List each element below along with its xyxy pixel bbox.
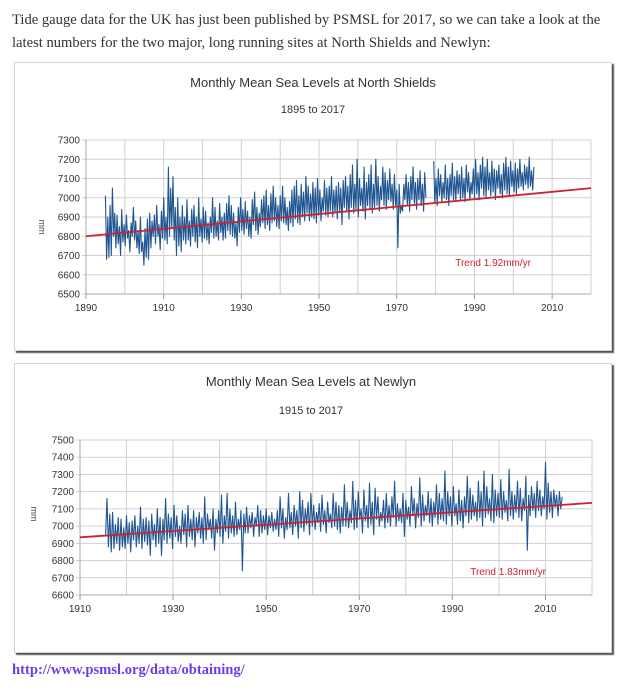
series-line [105, 461, 563, 572]
y-tick-label: 6800 [52, 556, 75, 567]
trend-line [79, 501, 593, 539]
y-tick-label: 6800 [58, 232, 81, 243]
x-tick-label: 1890 [75, 303, 98, 314]
chart-title: Monthly Mean Sea Levels at North Shields [190, 75, 436, 90]
y-tick-label: 7400 [52, 453, 75, 464]
chart-subtitle: 1895 to 2017 [281, 104, 345, 116]
y-tick-label: 6600 [52, 591, 75, 602]
chart-subtitle: 1915 to 2017 [279, 405, 343, 417]
y-tick-label: 7100 [52, 504, 75, 515]
x-tick-label: 1930 [230, 303, 253, 314]
y-tick-label: 7200 [52, 487, 75, 498]
plot-area: 6500 6600 6700 6800 6900 7000 7100 7200 7300 1890… [58, 136, 592, 314]
x-tick-label: 2010 [534, 604, 557, 615]
series-line [104, 156, 535, 266]
source-link[interactable]: http://www.psmsl.org/data/obtaining/ [12, 662, 245, 678]
y-tick-label: 7300 [52, 470, 75, 481]
x-tick-label: 1910 [69, 604, 92, 615]
chart-north-shields: 6500 6600 6700 6800 6900 7000 7100 7200 7300 1890… [14, 62, 612, 351]
y-tick-label: 7100 [58, 174, 81, 185]
y-tick-label: 6500 [58, 290, 81, 301]
y-tick-label: 6700 [58, 251, 81, 262]
chart-north-shields-svg: 6500 6600 6700 6800 6900 7000 7100 7200 7300 1890… [37, 75, 592, 314]
trend-line [85, 187, 592, 238]
x-tick-label: 1950 [308, 303, 331, 314]
y-tick-label: 7000 [52, 522, 75, 533]
y-tick-label: 6600 [58, 270, 81, 281]
x-tick-label: 2010 [541, 303, 564, 314]
y-tick-label: 7200 [58, 155, 81, 166]
x-tick-label: 1970 [386, 303, 409, 314]
y-tick-label: 6900 [58, 213, 81, 224]
chart-title: Monthly Mean Sea Levels at Newlyn [206, 374, 416, 389]
y-tick-label: 6900 [52, 539, 75, 550]
x-tick-label: 1990 [441, 604, 464, 615]
x-tick-label: 1910 [153, 303, 176, 314]
y-axis-label: mm [29, 507, 39, 522]
y-tick-label: 7500 [52, 436, 75, 447]
trend-annotation: Trend 1.83mm/yr [470, 567, 546, 578]
intro-paragraph: Tide gauge data for the UK has just been… [12, 12, 601, 51]
plot-area: 6600 6700 6800 6900 7000 7100 7200 7300 7400 7500… [52, 436, 593, 615]
trend-annotation: Trend 1.92mm/yr [455, 258, 531, 269]
x-tick-label: 1970 [348, 604, 371, 615]
y-tick-label: 7000 [58, 193, 81, 204]
x-tick-label: 1990 [463, 303, 486, 314]
x-tick-label: 1950 [255, 604, 278, 615]
chart-newlyn: 6600 6700 6800 6900 7000 7100 7200 7300 7400 7500… [14, 363, 612, 653]
y-tick-label: 6700 [52, 573, 75, 584]
chart-newlyn-svg: 6600 6700 6800 6900 7000 7100 7200 7300 7400 7500… [29, 374, 593, 615]
x-tick-label: 1930 [162, 604, 185, 615]
y-tick-label: 7300 [58, 136, 81, 147]
y-axis-label: mm [37, 220, 47, 235]
